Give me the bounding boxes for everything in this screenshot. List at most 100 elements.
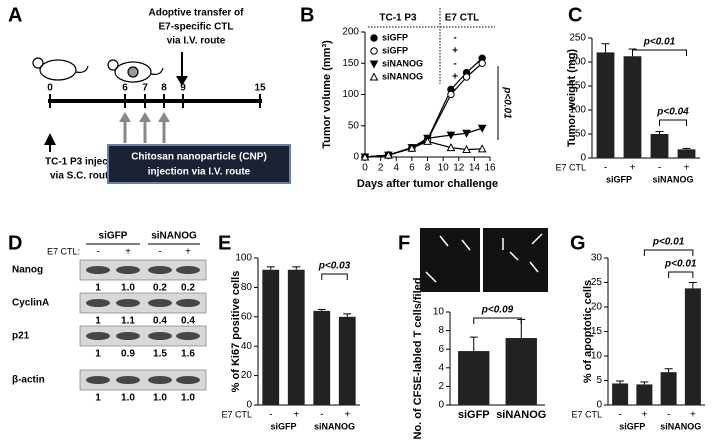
micrograph-arrows bbox=[425, 233, 543, 283]
y-tick-label: 150 bbox=[342, 58, 359, 69]
y-tick-label: 20 bbox=[591, 302, 603, 313]
blot-value: 1.5 bbox=[153, 349, 167, 360]
arrow-head bbox=[44, 133, 56, 145]
p-value: p<0.03 bbox=[318, 261, 351, 272]
significance-bracket bbox=[643, 249, 694, 256]
legend-header: E7 CTL bbox=[445, 13, 479, 24]
legend-marker bbox=[370, 47, 378, 55]
y-tick-label: 100 bbox=[235, 253, 252, 264]
x-tick-label: 14 bbox=[469, 163, 481, 174]
blot-value: 1.1 bbox=[121, 316, 135, 327]
x-tick-label: + bbox=[684, 163, 690, 174]
marker bbox=[446, 143, 456, 152]
p-value: p<0.01 bbox=[501, 86, 512, 119]
y-tick-label: 4 bbox=[438, 362, 444, 373]
mouse-icon bbox=[32, 57, 89, 81]
blot-lane: - bbox=[158, 247, 161, 258]
blot-value: 0.4 bbox=[153, 316, 167, 327]
bar bbox=[612, 383, 629, 405]
y-tick-label: 250 bbox=[569, 33, 586, 44]
p-value: p<0.01 bbox=[664, 259, 697, 270]
blot-protein: CyclinA bbox=[12, 298, 49, 309]
marker bbox=[447, 90, 455, 99]
blot-protein: Nanog bbox=[12, 265, 43, 276]
y-tick-label: 20 bbox=[241, 370, 253, 381]
cnp-arrow-head bbox=[139, 112, 151, 122]
marker bbox=[384, 150, 393, 159]
diagram-text: E7-specific CTL bbox=[158, 22, 233, 33]
y-tick-label: 60 bbox=[241, 311, 253, 322]
diagram: Adoptive transfer of E7-specific CTL via… bbox=[32, 8, 291, 184]
bar bbox=[313, 310, 331, 405]
y-tick-label: 100 bbox=[569, 105, 586, 116]
x-row-label: E7 CTL bbox=[555, 162, 586, 172]
x-tick-label: - bbox=[618, 410, 621, 421]
x-tick-label: 10 bbox=[438, 163, 450, 174]
blot-band bbox=[116, 332, 140, 340]
x-tick-label: + bbox=[344, 410, 350, 421]
p-value: p<0.04 bbox=[656, 107, 689, 118]
marker bbox=[478, 59, 486, 67]
legend-marker bbox=[369, 72, 379, 81]
blot-value: 0.2 bbox=[181, 283, 195, 294]
legend-ctl: + bbox=[452, 46, 458, 57]
y-axis-title: % of Ki67 positive cells bbox=[230, 271, 242, 393]
x-tick-label: + bbox=[690, 410, 696, 421]
y-tick-label: 10 bbox=[433, 307, 445, 318]
y-tick-label: 25 bbox=[591, 277, 603, 288]
blot-value: 1.0 bbox=[121, 393, 135, 404]
legend-ctl: + bbox=[452, 72, 458, 83]
y-tick-label: 2 bbox=[438, 381, 444, 392]
y-tick-label: 6 bbox=[438, 344, 444, 355]
bar bbox=[458, 351, 490, 405]
blot-value: 1.6 bbox=[181, 349, 195, 360]
timeline-label: 15 bbox=[254, 83, 266, 94]
blot-lane: + bbox=[125, 247, 131, 258]
blot-band bbox=[86, 299, 110, 307]
blot-value: 0.4 bbox=[181, 316, 195, 327]
panel-label: F bbox=[398, 232, 410, 254]
p-value: p<0.01 bbox=[643, 37, 676, 48]
diagram-text: injection via I.V. route bbox=[148, 167, 251, 178]
x-axis-title: Days after tumor challenge bbox=[357, 178, 498, 190]
group-label: siNANOG bbox=[314, 421, 355, 431]
bar bbox=[505, 338, 537, 405]
y-tick-label: 0 bbox=[580, 153, 586, 164]
timeline-label: 8 bbox=[161, 83, 167, 94]
bar bbox=[636, 384, 653, 405]
diagram-text: via I.V. route bbox=[167, 36, 226, 47]
y-tick-label: 0 bbox=[246, 400, 252, 411]
y-tick-label: 200 bbox=[342, 27, 359, 38]
bar bbox=[623, 56, 642, 158]
bar bbox=[338, 316, 356, 405]
y-tick-label: 50 bbox=[575, 129, 587, 140]
x-tick-label: - bbox=[604, 163, 607, 174]
y-tick-label: 150 bbox=[569, 81, 586, 92]
x-row-label: E7 CTL bbox=[221, 409, 252, 419]
marker bbox=[462, 144, 471, 153]
blot-lane: - bbox=[96, 247, 99, 258]
cnp-box bbox=[107, 144, 291, 184]
group-label: siGFP bbox=[606, 174, 632, 184]
marker bbox=[477, 124, 487, 133]
blot-band bbox=[116, 266, 140, 274]
y-tick-label: 15 bbox=[591, 326, 603, 337]
arrow-head bbox=[176, 76, 188, 86]
bar bbox=[262, 269, 280, 405]
group-label: siGFP bbox=[270, 421, 296, 431]
x-tick-label: - bbox=[269, 410, 272, 421]
blot-value: 1 bbox=[95, 349, 101, 360]
group-label: siGFP bbox=[619, 421, 645, 431]
blot-group: siNANOG bbox=[151, 231, 197, 242]
y-tick-label: 50 bbox=[348, 120, 360, 131]
cnp-arrow-head bbox=[158, 112, 170, 122]
blot-strip bbox=[79, 369, 207, 391]
bar bbox=[287, 269, 305, 405]
blot-value: 0.2 bbox=[153, 283, 167, 294]
bar bbox=[660, 372, 677, 405]
bar bbox=[677, 149, 696, 158]
blot-band bbox=[176, 299, 200, 307]
timeline-label: 6 bbox=[122, 83, 128, 94]
marker bbox=[477, 144, 487, 153]
blot-strip bbox=[79, 292, 207, 314]
